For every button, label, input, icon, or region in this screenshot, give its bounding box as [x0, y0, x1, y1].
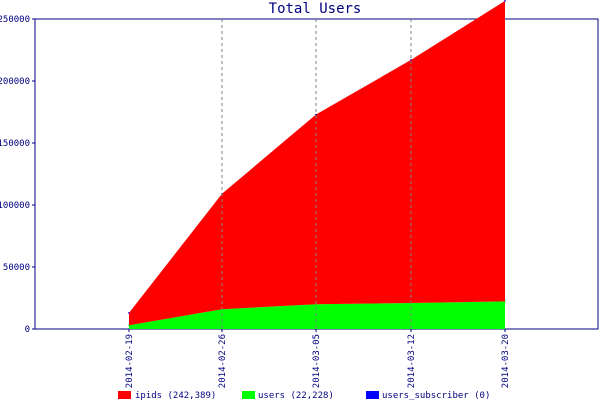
x-tick-label-1: 2014-02-26 [218, 334, 228, 388]
y-tick-label-2: 100000 [0, 201, 30, 211]
legend-swatch-0 [118, 391, 131, 399]
y-tick-label-3: 150000 [0, 139, 30, 149]
legend-label-1: users (22,228) [258, 391, 334, 400]
legend-swatch-2 [366, 391, 379, 399]
y-tick-label-5: 250000 [0, 15, 30, 25]
chart-title: Total Users [269, 1, 362, 17]
legend: ipids (242,389) users (22,228) users_subsc… [118, 391, 490, 400]
legend-label-2: users_subscriber (0) [382, 391, 490, 400]
legend-swatch-1 [242, 391, 255, 399]
y-tick-label-0: 0 [25, 325, 30, 335]
point-series-2-4 [504, 0, 506, 2]
plot-area: 0 50000 100000 150000 200000 250000 2014-02-19… [0, 0, 599, 388]
y-tick-label-4: 200000 [0, 77, 30, 87]
point-series-2-3 [410, 59, 412, 61]
x-tick-label-3: 2014-03-12 [407, 334, 417, 388]
point-series-2-2 [315, 113, 317, 116]
x-tick-label-4: 2014-03-20 [501, 334, 511, 388]
x-tick-label-2: 2014-03-05 [312, 334, 322, 388]
point-series-2-0 [128, 312, 130, 314]
x-tick-label-0: 2014-02-19 [125, 334, 135, 388]
legend-label-0: ipids (242,389) [135, 391, 216, 400]
y-tick-label-1: 50000 [3, 263, 30, 273]
